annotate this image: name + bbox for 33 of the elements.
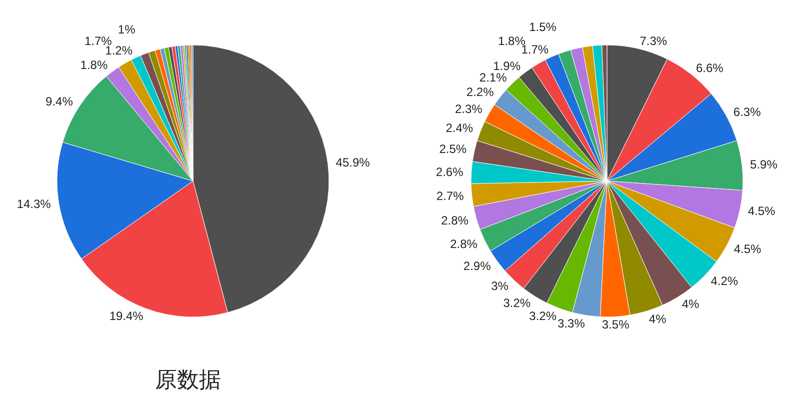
data-label: 3.5%	[602, 318, 630, 332]
data-label: 1.5%	[529, 20, 557, 34]
data-label: 4.2%	[710, 274, 738, 288]
data-label: 2.8%	[450, 236, 478, 251]
data-label: 19.4%	[109, 309, 144, 324]
data-label: 4%	[648, 312, 667, 326]
data-label: 9.4%	[46, 94, 74, 109]
data-label: 6.3%	[733, 105, 762, 120]
data-label: 4.5%	[748, 204, 776, 218]
data-label: 4%	[682, 297, 700, 312]
data-label: 2.3%	[455, 102, 483, 116]
data-label: 7.3%	[640, 34, 668, 48]
data-label: 2.7%	[436, 188, 464, 203]
data-label: 3.2%	[529, 308, 557, 323]
data-label: 2.1%	[479, 70, 508, 85]
data-label: 3.3%	[558, 316, 586, 330]
data-label: 1.8%	[80, 58, 108, 72]
text: 原数据	[154, 367, 222, 395]
data-label: 3%	[491, 278, 509, 293]
data-label: 2.6%	[436, 164, 464, 179]
data-label: 2.8%	[441, 213, 469, 228]
data-label: 2.9%	[463, 259, 492, 274]
data-label: 4.5%	[734, 242, 762, 256]
data-label: 45.9%	[336, 156, 370, 170]
data-label: 5.9%	[750, 157, 778, 172]
data-label: 14.3%	[16, 196, 52, 211]
data-label: 2.4%	[446, 120, 474, 135]
data-label: 1%	[118, 22, 136, 37]
data-label: 6.6%	[696, 60, 724, 75]
data-label: 3.2%	[503, 296, 531, 310]
data-label: 1.9%	[493, 58, 521, 73]
data-label: 2.5%	[439, 142, 467, 156]
data-label: 2.2%	[466, 85, 494, 100]
